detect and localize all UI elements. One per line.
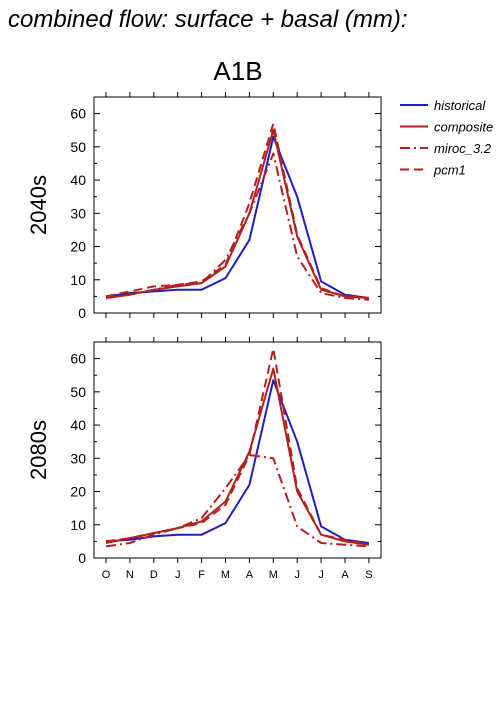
y-tick-label: 0 [78,305,86,321]
legend-label-composite: composite [434,120,493,135]
panel-2080s: 0 10 20 30 40 50 60 O N D J F M A M J J A S 2080s [26,337,382,581]
x-tick-label: A [246,569,254,581]
y-tick-label: 60 [70,106,86,122]
plot-frame [93,96,382,314]
legend-label-historical: historical [434,98,486,113]
y-tick-label: 50 [70,384,86,400]
panel-label: 2040s [26,175,51,235]
x-tick-label: M [269,569,278,581]
series-line-historical [105,379,370,544]
series-line-composite [105,367,370,546]
x-tick-label: N [126,569,134,581]
x-tick-label: D [150,569,158,581]
x-tick-label: A [341,569,349,581]
legend-label-miroc_3.2: miroc_3.2 [434,141,492,156]
x-tick-label: O [102,569,111,581]
panel-2040s: 0 10 20 30 40 50 60 2040s [26,92,382,321]
page-title: combined flow: surface + basal (mm): [8,6,408,33]
y-tick-label: 0 [78,550,86,566]
x-tick-label: M [221,569,230,581]
x-tick-label: S [365,569,372,581]
y-tick-label: 60 [70,351,86,367]
series-line-pcm1 [105,347,370,546]
y-tick-label: 40 [70,417,86,433]
x-tick-label: J [318,569,324,581]
legend-label-pcm1: pcm1 [433,163,466,178]
y-tick-label: 30 [70,205,86,221]
series-line-miroc_3.2 [105,454,369,548]
series-line-miroc_3.2 [105,152,369,301]
y-tick-label: 40 [70,172,86,188]
legend: historical composite miroc_3.2 pcm1 [400,98,493,178]
y-tick-label: 10 [70,517,86,533]
y-tick-label: 30 [70,450,86,466]
x-tick-label: F [198,569,205,581]
series-line-pcm1 [105,122,369,299]
y-tick-label: 10 [70,272,86,288]
plot-frame [93,341,382,559]
series-line-composite [105,129,369,299]
series-line-historical [105,135,370,299]
x-tick-label: J [294,569,300,581]
y-tick-label: 50 [70,139,86,155]
scenario-title: A1B [213,56,263,86]
y-tick-label: 20 [70,239,86,255]
y-tick-label: 20 [70,484,86,500]
panel-label: 2080s [26,420,51,480]
x-tick-label: J [175,569,181,581]
